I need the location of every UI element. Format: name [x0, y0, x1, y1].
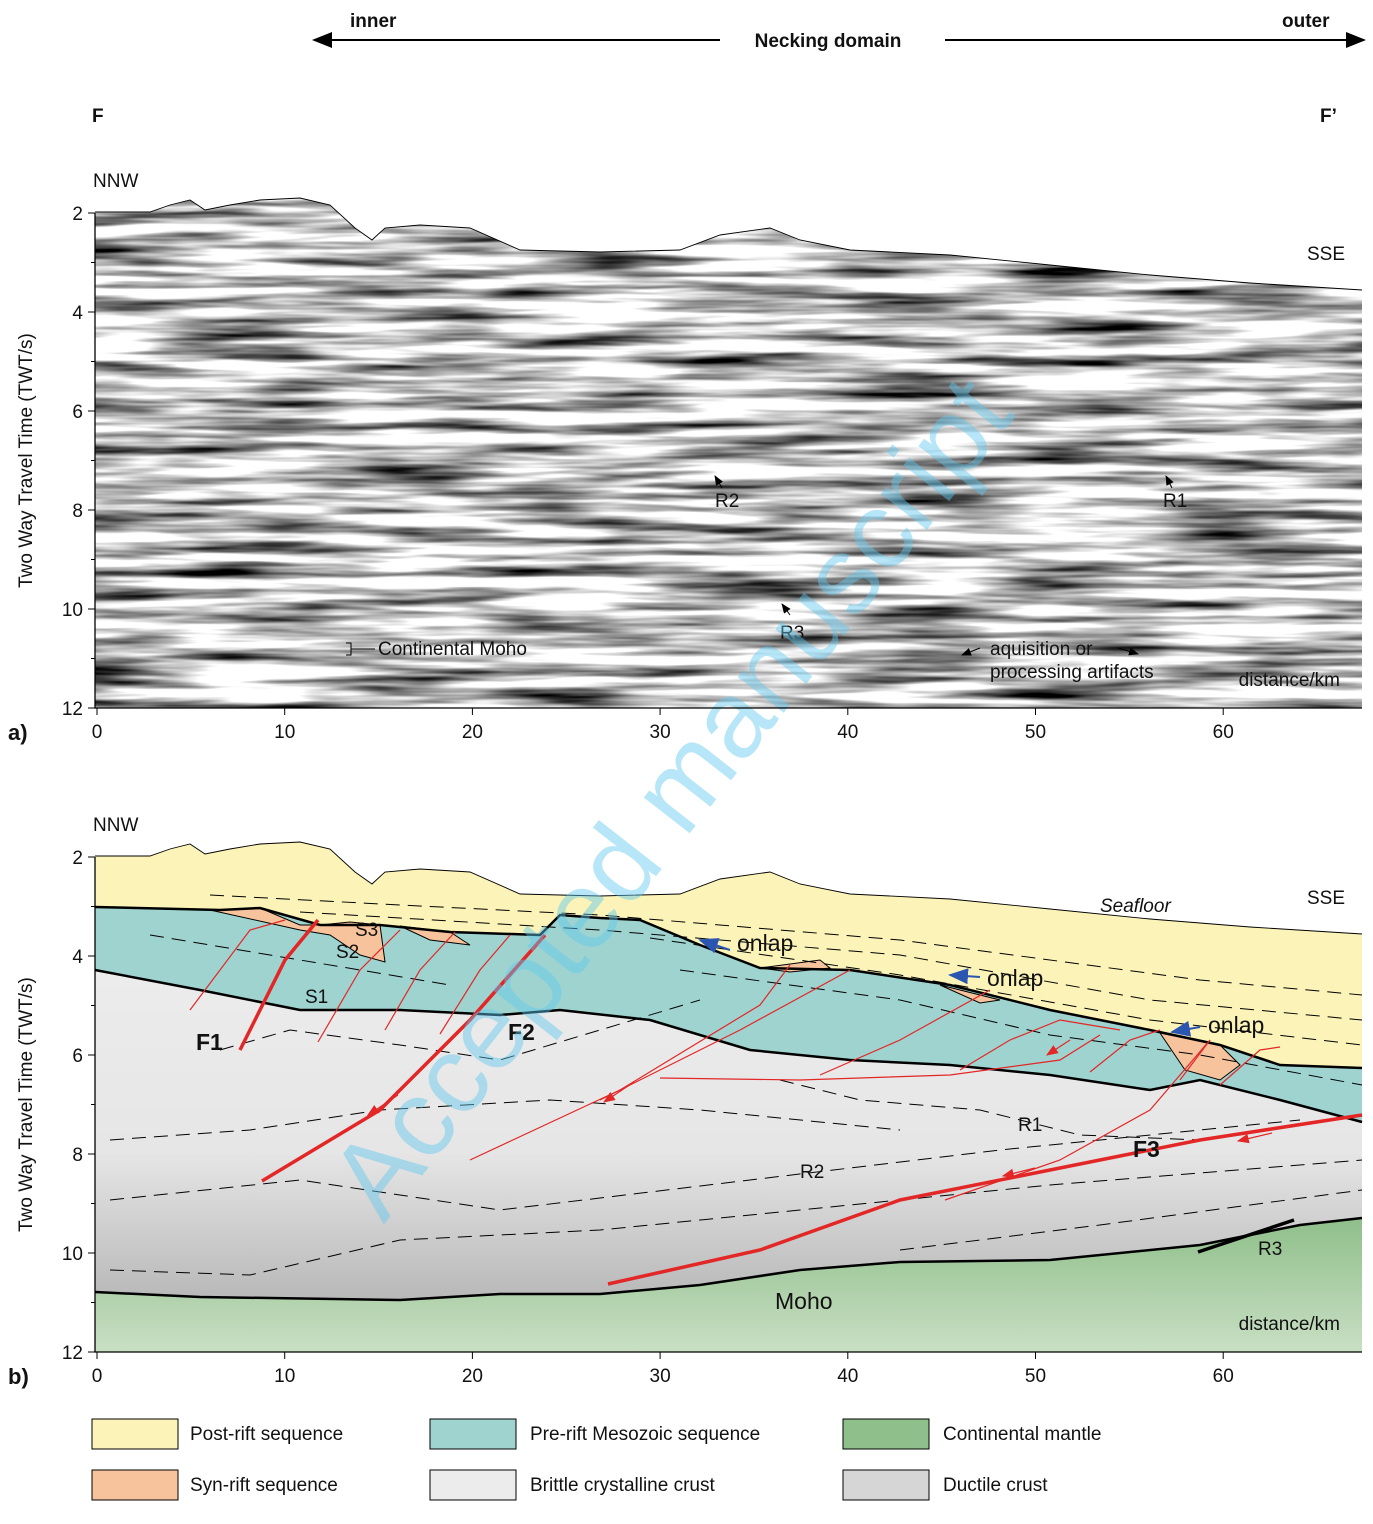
y-tick-label: 2 — [72, 848, 83, 869]
x-tick-label: 60 — [1213, 722, 1234, 743]
direction-right: SSE — [1307, 888, 1345, 909]
x-tick-label: 50 — [1025, 1366, 1046, 1387]
annotation: R2 — [800, 1162, 824, 1183]
x-tick-label: 20 — [462, 722, 483, 743]
inner-label: inner — [350, 11, 397, 32]
y-axis-label: Two Way Travel Time (TWT/s) — [16, 977, 37, 1232]
x-tick-label: 60 — [1213, 1366, 1234, 1387]
x-tick-label: 10 — [274, 1366, 295, 1387]
annotation: processing artifacts — [990, 662, 1154, 683]
x-tick-label: 40 — [837, 1366, 858, 1387]
x-tick-label: 0 — [92, 1366, 103, 1387]
legend-label: Brittle crystalline crust — [530, 1475, 715, 1496]
page: {"header":{"inner":"inner","domain":"Nec… — [0, 0, 1373, 1524]
y-tick-label: 4 — [72, 947, 83, 968]
panel-label: a) — [8, 720, 28, 745]
direction-left: NNW — [93, 815, 138, 836]
x-tick-label: 30 — [650, 1366, 671, 1387]
annotation: R3 — [1258, 1239, 1282, 1260]
section-start: F — [92, 106, 104, 127]
figure: inner Necking domain outer F F’ R2 R1 R3… — [0, 0, 1373, 1519]
annotation: Continental Moho — [378, 639, 527, 660]
y-tick-label: 12 — [62, 1343, 83, 1364]
legend-label: Ductile crust — [943, 1475, 1048, 1496]
legend-label: Syn-rift sequence — [190, 1475, 338, 1496]
x-axis-label: distance/km — [1239, 1314, 1340, 1335]
annotation: R1 — [1163, 491, 1187, 512]
x-tick-label: 0 — [92, 722, 103, 743]
legend-label: Pre-rift Mesozoic sequence — [530, 1424, 760, 1445]
interpretation — [95, 842, 1362, 1352]
annotation: onlap — [737, 930, 793, 956]
section-end: F’ — [1320, 106, 1337, 127]
y-tick-label: 4 — [72, 303, 83, 324]
y-tick-label: 6 — [72, 1046, 83, 1067]
y-tick-label: 6 — [72, 402, 83, 423]
y-tick-label: 8 — [72, 501, 83, 522]
domain-label: Necking domain — [755, 31, 902, 52]
annotation: F3 — [1133, 1136, 1160, 1162]
annotation: Moho — [775, 1288, 833, 1314]
annotation: F1 — [196, 1029, 223, 1055]
direction-left: NNW — [93, 171, 138, 192]
annotation: R2 — [715, 491, 739, 512]
y-tick-label: 12 — [62, 699, 83, 720]
annotation: onlap — [1208, 1012, 1264, 1038]
x-tick-label: 30 — [650, 722, 671, 743]
y-tick-label: 10 — [62, 600, 83, 621]
legend-label: Post-rift sequence — [190, 1424, 343, 1445]
y-tick-label: 10 — [62, 1244, 83, 1265]
y-axis-label: Two Way Travel Time (TWT/s) — [16, 333, 37, 588]
y-tick-label: 8 — [72, 1145, 83, 1166]
outer-label: outer — [1282, 11, 1330, 32]
annotation: S2 — [336, 942, 359, 963]
x-tick-label: 20 — [462, 1366, 483, 1387]
annotation: aquisition or — [990, 639, 1093, 660]
x-axis-label: distance/km — [1239, 670, 1340, 691]
annotation: S3 — [355, 920, 378, 941]
legend-label: Continental mantle — [943, 1424, 1101, 1445]
annotation: onlap — [987, 965, 1043, 991]
x-tick-label: 50 — [1025, 722, 1046, 743]
annotation: Seafloor — [1100, 896, 1171, 917]
annotation: R1 — [1018, 1115, 1042, 1136]
y-tick-label: 2 — [72, 204, 83, 225]
annotation: S1 — [305, 987, 328, 1008]
legend: Post-rift sequence Pre-rift Mesozoic seq… — [92, 1419, 1101, 1500]
panel-label: b) — [8, 1364, 29, 1389]
x-tick-label: 40 — [837, 722, 858, 743]
x-tick-label: 10 — [274, 722, 295, 743]
direction-right: SSE — [1307, 244, 1345, 265]
